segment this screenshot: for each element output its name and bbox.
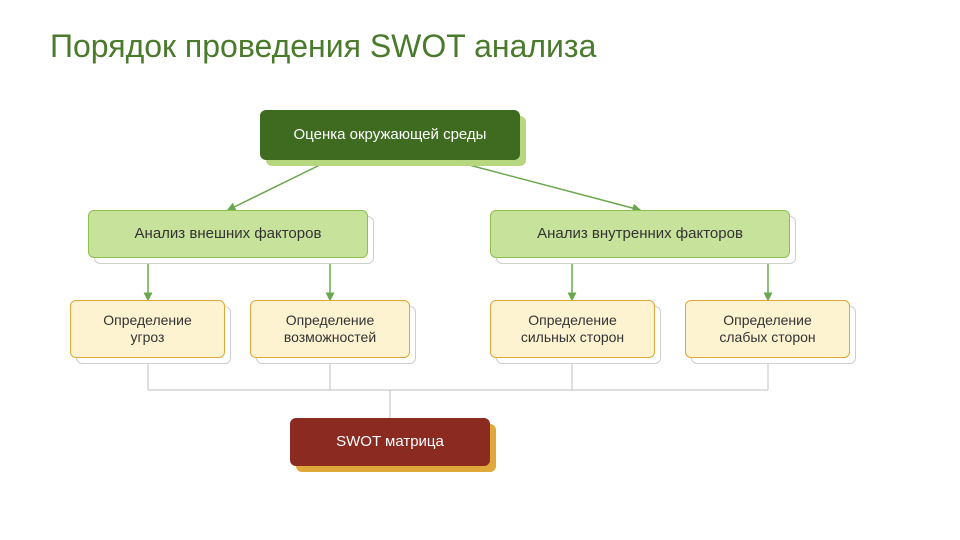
node-internal: Анализ внутренних факторов xyxy=(490,210,790,258)
page-title: Порядок проведения SWOT анализа xyxy=(50,28,596,65)
node-matrix: SWOT матрица xyxy=(290,418,490,466)
node-opportunities: Определение возможностей xyxy=(250,300,410,358)
arrow-0 xyxy=(228,160,330,210)
node-weaknesses: Определение слабых сторон xyxy=(685,300,850,358)
node-strengths: Определение сильных сторон xyxy=(490,300,655,358)
node-external: Анализ внешних факторов xyxy=(88,210,368,258)
node-threats: Определение угроз xyxy=(70,300,225,358)
node-root: Оценка окружающей среды xyxy=(260,110,520,160)
arrow-1 xyxy=(450,160,640,210)
